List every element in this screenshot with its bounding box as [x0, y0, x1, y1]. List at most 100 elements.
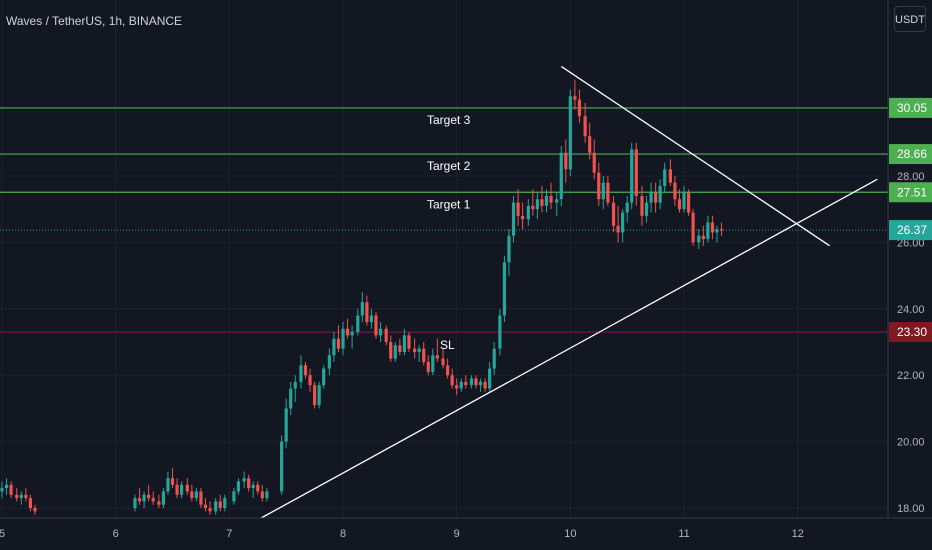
trendline-support	[260, 178, 878, 519]
candle-body	[223, 498, 227, 509]
candle-body	[185, 484, 189, 492]
grid-layer	[0, 0, 888, 518]
candle-body	[345, 328, 350, 336]
price-tag-bg	[889, 144, 932, 165]
candle-body	[488, 368, 492, 389]
candle-body	[540, 199, 544, 206]
candle-body	[492, 348, 496, 369]
candle-body	[180, 484, 184, 495]
chart-title: Waves / TetherUS, 1h, BINANCE	[6, 14, 183, 28]
candles-layer	[0, 79, 724, 515]
candle-body	[658, 185, 662, 203]
candle-body	[478, 381, 483, 386]
candle-body	[19, 494, 23, 499]
candle-body	[426, 361, 430, 372]
level-label: Target 2	[427, 159, 471, 173]
candle-body	[422, 348, 426, 362]
candle-body	[389, 342, 393, 359]
candle-body	[194, 491, 198, 499]
candle-body	[469, 378, 474, 386]
currency-unit-button[interactable]: USDT	[894, 6, 926, 32]
candle-body	[157, 501, 161, 505]
candle-body	[133, 498, 137, 509]
candle-body	[663, 169, 667, 186]
candle-body	[236, 481, 241, 492]
x-tick-label: 9	[454, 528, 460, 540]
candle-body	[15, 494, 19, 499]
y-tick-label: 24.00	[897, 304, 925, 316]
x-tick-label: 12	[792, 528, 804, 540]
candle-body	[634, 149, 638, 196]
x-tick-label: 11	[678, 528, 689, 540]
candle-body	[175, 484, 179, 495]
candle-body	[621, 212, 625, 233]
candle-body	[327, 355, 331, 369]
candle-body	[413, 348, 417, 352]
price-tag-bg	[889, 182, 932, 203]
candle-body	[606, 182, 610, 203]
level-label: Target 1	[427, 197, 471, 211]
candle-body	[549, 195, 553, 203]
candle-body	[668, 169, 672, 183]
candle-body	[502, 262, 507, 316]
price-tag-text: 28.66	[897, 147, 927, 161]
candle-body	[673, 182, 677, 200]
y-tick-label: 22.00	[897, 370, 925, 382]
candle-body	[677, 199, 682, 210]
candle-body	[649, 192, 653, 203]
candle-body	[232, 491, 236, 502]
candle-body	[190, 491, 194, 499]
x-tick-label: 7	[226, 528, 232, 540]
price-tag-text: 30.05	[897, 101, 927, 115]
candle-body	[459, 381, 463, 389]
candle-body	[583, 116, 587, 137]
x-tick-label: 8	[340, 528, 346, 540]
candle-body	[564, 152, 568, 170]
candle-body	[293, 381, 297, 389]
price-tag-text: 23.30	[897, 325, 927, 339]
candle-body	[151, 498, 155, 502]
candle-body	[33, 508, 37, 512]
y-tick-label: 18.00	[897, 503, 925, 515]
candle-body	[350, 332, 354, 336]
candle-body	[611, 202, 616, 226]
candle-body	[166, 478, 170, 492]
candle-body	[625, 202, 629, 213]
price-tag-bg	[889, 97, 932, 118]
candle-body	[691, 212, 695, 243]
candle-body	[577, 99, 582, 117]
candle-body	[559, 152, 563, 200]
candle-body	[142, 494, 146, 502]
candle-body	[214, 501, 218, 512]
y-tick-label: 26.00	[897, 237, 925, 249]
candle-body	[568, 96, 572, 170]
candle-body	[199, 491, 203, 505]
x-tick-label: 5	[0, 528, 5, 540]
level-label: Target 3	[427, 113, 471, 127]
candle-body	[686, 192, 691, 213]
candle-body	[265, 491, 269, 499]
price-tag-text: 27.51	[897, 185, 927, 199]
candle-body	[464, 381, 468, 386]
candle-body	[280, 441, 284, 492]
price-tags: 30.05 28.66 27.51 23.30 26.37	[889, 97, 932, 343]
candle-body	[498, 315, 502, 349]
candle-body	[544, 195, 549, 206]
candle-body	[322, 368, 326, 386]
candle-body	[218, 501, 222, 509]
candle-body	[365, 302, 369, 323]
candle-body	[455, 385, 459, 389]
candle-body	[393, 345, 397, 359]
candle-body	[654, 192, 658, 203]
candle-body	[170, 478, 175, 485]
candle-body	[203, 504, 208, 509]
candle-body	[697, 235, 701, 243]
candle-body	[312, 385, 317, 406]
candle-body	[507, 235, 511, 263]
candle-body	[417, 348, 421, 352]
candle-body	[356, 315, 360, 333]
level-label: SL	[440, 338, 455, 352]
trendlines-layer	[260, 65, 878, 519]
candle-body	[555, 199, 559, 203]
